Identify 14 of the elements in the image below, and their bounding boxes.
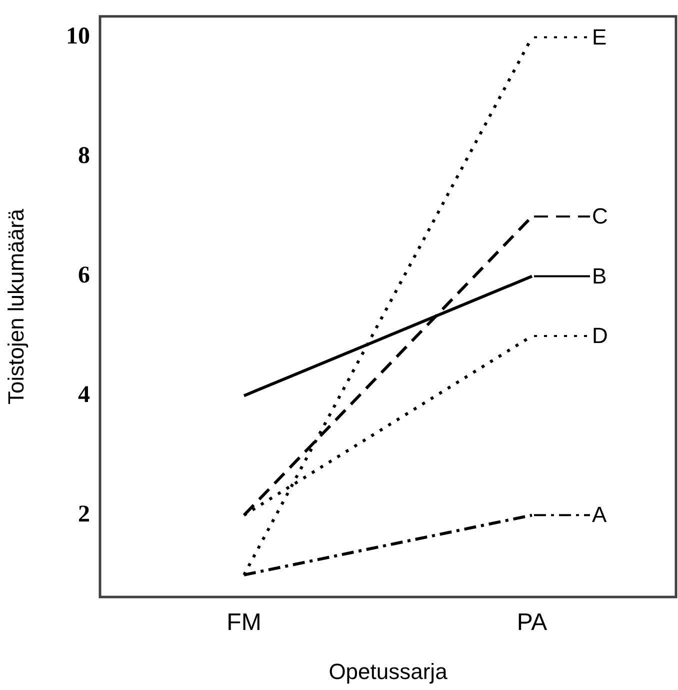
x-tick-label: FM	[226, 609, 262, 636]
legend-label: B	[592, 263, 607, 288]
y-axis-title: Toistojen lukumäärä	[3, 208, 28, 405]
y-tick-label: 2	[78, 501, 90, 528]
legend-label: C	[592, 204, 608, 229]
legend-label: D	[592, 323, 608, 348]
legend-label: E	[592, 24, 607, 50]
x-axis-title: Opetussarja	[328, 658, 448, 684]
x-tick-label: PA	[516, 609, 548, 636]
y-tick-label: 4	[78, 382, 90, 408]
y-tick-label: 10	[66, 24, 90, 50]
y-tick-label: 8	[78, 142, 90, 169]
legend-label: A	[592, 502, 607, 528]
y-tick-label: 6	[78, 262, 90, 288]
